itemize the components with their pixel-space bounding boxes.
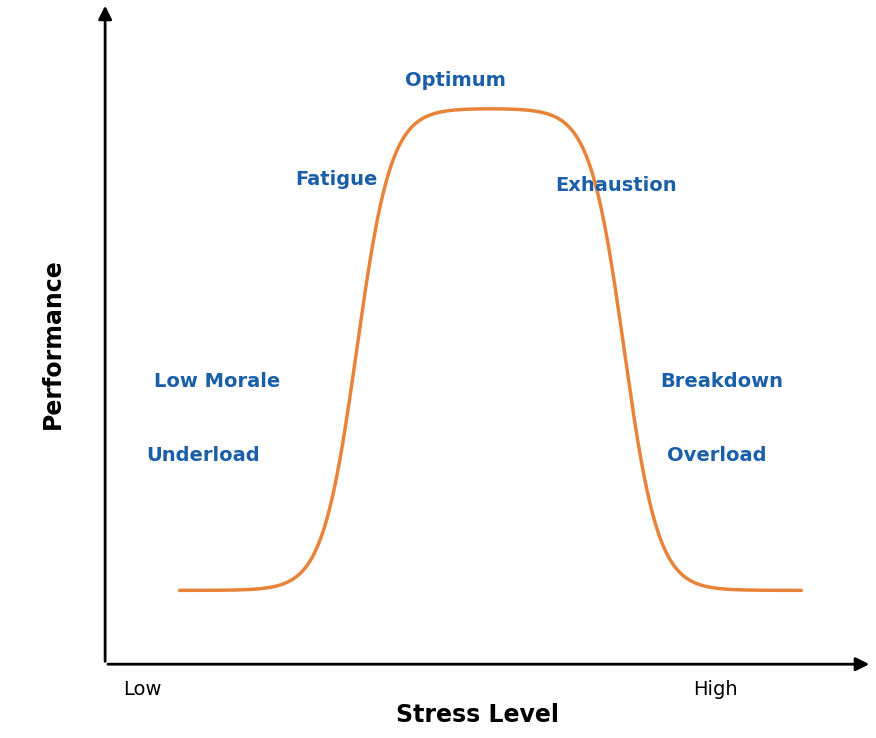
Text: Overload: Overload <box>668 446 766 465</box>
Text: Performance: Performance <box>41 258 65 429</box>
Text: Underload: Underload <box>146 446 259 465</box>
Text: Exhaustion: Exhaustion <box>555 176 677 196</box>
Text: Fatigue: Fatigue <box>295 170 378 189</box>
Text: High: High <box>694 680 738 699</box>
Text: Low Morale: Low Morale <box>153 372 279 391</box>
Text: Stress Level: Stress Level <box>396 703 559 727</box>
Text: Breakdown: Breakdown <box>660 372 783 391</box>
Text: Optimum: Optimum <box>405 71 505 89</box>
Text: Low: Low <box>124 680 161 699</box>
